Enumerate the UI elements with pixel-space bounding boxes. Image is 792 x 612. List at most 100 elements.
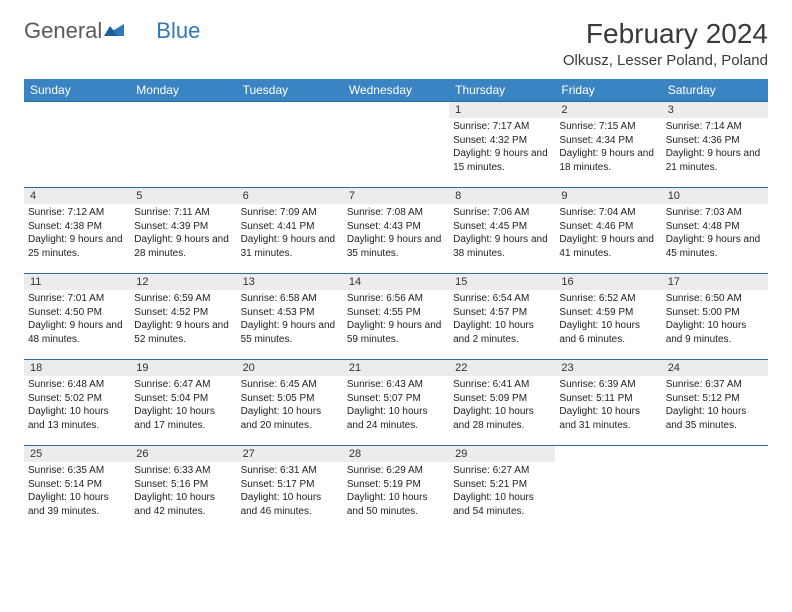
day-info: Sunrise: 6:47 AMSunset: 5:04 PMDaylight:…	[134, 378, 232, 432]
day-number: 9	[555, 188, 661, 204]
day-number: 3	[662, 102, 768, 118]
weekday-header: Tuesday	[237, 79, 343, 102]
calendar-day-cell: 26Sunrise: 6:33 AMSunset: 5:16 PMDayligh…	[130, 446, 236, 532]
logo: General Blue	[24, 18, 200, 44]
weekday-header: Wednesday	[343, 79, 449, 102]
calendar-day-cell: 22Sunrise: 6:41 AMSunset: 5:09 PMDayligh…	[449, 360, 555, 446]
weekday-header: Saturday	[662, 79, 768, 102]
logo-text-blue: Blue	[156, 18, 200, 44]
day-info: Sunrise: 6:56 AMSunset: 4:55 PMDaylight:…	[347, 292, 445, 346]
day-info: Sunrise: 6:43 AMSunset: 5:07 PMDaylight:…	[347, 378, 445, 432]
day-info: Sunrise: 6:50 AMSunset: 5:00 PMDaylight:…	[666, 292, 764, 346]
calendar-day-cell: 4 Sunrise: 7:12 AMSunset: 4:38 PMDaylight…	[24, 188, 130, 274]
day-number: 24	[662, 360, 768, 376]
day-info: Sunrise: 7:04 AMSunset: 4:46 PMDaylight:…	[559, 206, 657, 260]
weekday-header-row: Sunday Monday Tuesday Wednesday Thursday…	[24, 79, 768, 102]
calendar-day-cell	[555, 446, 661, 532]
day-number: 10	[662, 188, 768, 204]
calendar-day-cell	[662, 446, 768, 532]
day-number: 7	[343, 188, 449, 204]
day-number: 11	[24, 274, 130, 290]
day-info: Sunrise: 7:03 AMSunset: 4:48 PMDaylight:…	[666, 206, 764, 260]
day-number: 25	[24, 446, 130, 462]
day-info: Sunrise: 7:09 AMSunset: 4:41 PMDaylight:…	[241, 206, 339, 260]
day-number: 16	[555, 274, 661, 290]
calendar-day-cell: 11 Sunrise: 7:01 AMSunset: 4:50 PMDayligh…	[24, 274, 130, 360]
day-info: Sunrise: 7:08 AMSunset: 4:43 PMDaylight:…	[347, 206, 445, 260]
weekday-header: Sunday	[24, 79, 130, 102]
day-info: Sunrise: 6:29 AMSunset: 5:19 PMDaylight:…	[347, 464, 445, 518]
calendar-day-cell: 7 Sunrise: 7:08 AMSunset: 4:43 PMDaylight…	[343, 188, 449, 274]
day-info: Sunrise: 7:17 AMSunset: 4:32 PMDaylight:…	[453, 120, 551, 174]
day-number: 27	[237, 446, 343, 462]
day-info: Sunrise: 6:37 AMSunset: 5:12 PMDaylight:…	[666, 378, 764, 432]
calendar-day-cell: 3 Sunrise: 7:14 AMSunset: 4:36 PMDaylight…	[662, 102, 768, 188]
day-number: 29	[449, 446, 555, 462]
calendar-day-cell	[343, 102, 449, 188]
weekday-header: Thursday	[449, 79, 555, 102]
day-info: Sunrise: 7:14 AMSunset: 4:36 PMDaylight:…	[666, 120, 764, 174]
calendar-day-cell: 21 Sunrise: 6:43 AMSunset: 5:07 PMDayligh…	[343, 360, 449, 446]
logo-shape-icon	[104, 18, 128, 44]
calendar-day-cell: 27 Sunrise: 6:31 AMSunset: 5:17 PMDayligh…	[237, 446, 343, 532]
day-info: Sunrise: 6:59 AMSunset: 4:52 PMDaylight:…	[134, 292, 232, 346]
calendar-day-cell	[24, 102, 130, 188]
calendar-day-cell: 25Sunrise: 6:35 AMSunset: 5:14 PMDayligh…	[24, 446, 130, 532]
header: General Blue February 2024 Olkusz, Lesse…	[24, 18, 768, 69]
day-number: 22	[449, 360, 555, 376]
calendar-day-cell: 18 Sunrise: 6:48 AMSunset: 5:02 PMDayligh…	[24, 360, 130, 446]
day-info: Sunrise: 6:52 AMSunset: 4:59 PMDaylight:…	[559, 292, 657, 346]
calendar-day-cell: 17 Sunrise: 6:50 AMSunset: 5:00 PMDayligh…	[662, 274, 768, 360]
day-number: 6	[237, 188, 343, 204]
day-info: Sunrise: 6:39 AMSunset: 5:11 PMDaylight:…	[559, 378, 657, 432]
calendar-day-cell: 13Sunrise: 6:58 AMSunset: 4:53 PMDayligh…	[237, 274, 343, 360]
day-info: Sunrise: 6:27 AMSunset: 5:21 PMDaylight:…	[453, 464, 551, 518]
day-number: 8	[449, 188, 555, 204]
day-info: Sunrise: 7:06 AMSunset: 4:45 PMDaylight:…	[453, 206, 551, 260]
weekday-header: Monday	[130, 79, 236, 102]
day-number: 21	[343, 360, 449, 376]
day-number: 1	[449, 102, 555, 118]
day-number: 4	[24, 188, 130, 204]
weekday-header: Friday	[555, 79, 661, 102]
day-info: Sunrise: 7:12 AMSunset: 4:38 PMDaylight:…	[28, 206, 126, 260]
month-title: February 2024	[563, 18, 768, 50]
calendar-day-cell: 14 Sunrise: 6:56 AMSunset: 4:55 PMDayligh…	[343, 274, 449, 360]
day-info: Sunrise: 6:54 AMSunset: 4:57 PMDaylight:…	[453, 292, 551, 346]
day-number: 17	[662, 274, 768, 290]
calendar-day-cell: 28 Sunrise: 6:29 AMSunset: 5:19 PMDayligh…	[343, 446, 449, 532]
day-info: Sunrise: 7:15 AMSunset: 4:34 PMDaylight:…	[559, 120, 657, 174]
calendar-table: Sunday Monday Tuesday Wednesday Thursday…	[24, 79, 768, 532]
day-number: 19	[130, 360, 236, 376]
calendar-day-cell: 15 Sunrise: 6:54 AMSunset: 4:57 PMDayligh…	[449, 274, 555, 360]
day-info: Sunrise: 7:11 AMSunset: 4:39 PMDaylight:…	[134, 206, 232, 260]
day-number: 12	[130, 274, 236, 290]
day-info: Sunrise: 6:48 AMSunset: 5:02 PMDaylight:…	[28, 378, 126, 432]
day-number: 18	[24, 360, 130, 376]
day-number: 20	[237, 360, 343, 376]
calendar-day-cell: 12 Sunrise: 6:59 AMSunset: 4:52 PMDayligh…	[130, 274, 236, 360]
logo-text-general: General	[24, 18, 102, 44]
calendar-week-row: 11 Sunrise: 7:01 AMSunset: 4:50 PMDayligh…	[24, 274, 768, 360]
day-number: 5	[130, 188, 236, 204]
calendar-day-cell: 19 Sunrise: 6:47 AMSunset: 5:04 PMDayligh…	[130, 360, 236, 446]
day-number: 26	[130, 446, 236, 462]
day-info: Sunrise: 6:45 AMSunset: 5:05 PMDaylight:…	[241, 378, 339, 432]
day-number: 13	[237, 274, 343, 290]
day-number: 2	[555, 102, 661, 118]
location-text: Olkusz, Lesser Poland, Poland	[563, 52, 768, 69]
calendar-day-cell: 5 Sunrise: 7:11 AMSunset: 4:39 PMDaylight…	[130, 188, 236, 274]
calendar-day-cell: 6 Sunrise: 7:09 AMSunset: 4:41 PMDaylight…	[237, 188, 343, 274]
day-number: 14	[343, 274, 449, 290]
day-number: 15	[449, 274, 555, 290]
calendar-day-cell: 24 Sunrise: 6:37 AMSunset: 5:12 PMDayligh…	[662, 360, 768, 446]
calendar-day-cell: 20 Sunrise: 6:45 AMSunset: 5:05 PMDayligh…	[237, 360, 343, 446]
day-info: Sunrise: 6:31 AMSunset: 5:17 PMDaylight:…	[241, 464, 339, 518]
calendar-day-cell: 16 Sunrise: 6:52 AMSunset: 4:59 PMDayligh…	[555, 274, 661, 360]
calendar-day-cell: 8 Sunrise: 7:06 AMSunset: 4:45 PMDaylight…	[449, 188, 555, 274]
calendar-day-cell: 29 Sunrise: 6:27 AMSunset: 5:21 PMDayligh…	[449, 446, 555, 532]
calendar-day-cell	[130, 102, 236, 188]
day-number: 28	[343, 446, 449, 462]
day-info: Sunrise: 7:01 AMSunset: 4:50 PMDaylight:…	[28, 292, 126, 346]
calendar-day-cell	[237, 102, 343, 188]
